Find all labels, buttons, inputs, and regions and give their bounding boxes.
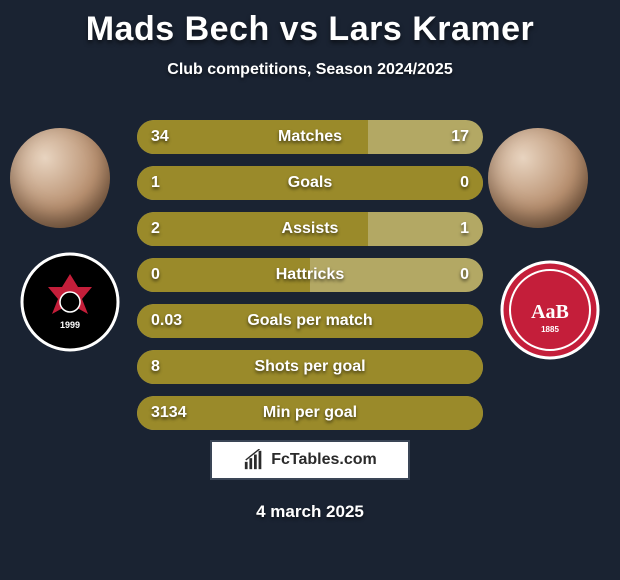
svg-text:AaB: AaB xyxy=(531,301,569,323)
club-left-badge: 1999 xyxy=(20,252,120,352)
stat-label: Min per goal xyxy=(137,396,483,430)
stat-value-left: 1 xyxy=(151,166,160,200)
subtitle: Club competitions, Season 2024/2025 xyxy=(0,61,620,79)
stat-value-right: 1 xyxy=(460,212,469,246)
stats-container: Matches3417Goals10Assists21Hattricks00Go… xyxy=(137,120,483,442)
stat-label: Goals per match xyxy=(137,304,483,338)
chart-icon xyxy=(243,449,265,471)
stat-row: Matches34 17 xyxy=(137,120,483,154)
stat-row: Min per goal3134 xyxy=(137,396,483,430)
watermark: FcTables.com xyxy=(210,440,410,480)
stat-row: Hattricks0 0 xyxy=(137,258,483,292)
stat-row: Shots per goal8 xyxy=(137,350,483,384)
stat-label: Shots per goal xyxy=(137,350,483,384)
stat-label: Goals xyxy=(137,166,483,200)
svg-text:1885: 1885 xyxy=(541,325,559,334)
club-right-badge: AaB 1885 xyxy=(500,260,600,360)
stat-value-left: 8 xyxy=(151,350,160,384)
svg-text:1999: 1999 xyxy=(60,320,80,330)
page-title: Mads Bech vs Lars Kramer xyxy=(0,0,620,49)
date-text: 4 march 2025 xyxy=(0,502,620,522)
stat-row: Goals per match0.03 xyxy=(137,304,483,338)
stat-value-left: 2 xyxy=(151,212,160,246)
watermark-text: FcTables.com xyxy=(271,451,377,469)
stat-value-left: 0 xyxy=(151,258,160,292)
stat-label: Assists xyxy=(137,212,483,246)
stat-value-left: 34 xyxy=(151,120,169,154)
player-right-avatar xyxy=(488,128,588,228)
stat-value-left: 3134 xyxy=(151,396,187,430)
player-left-avatar xyxy=(10,128,110,228)
stat-row: Assists2 1 xyxy=(137,212,483,246)
stat-label: Hattricks xyxy=(137,258,483,292)
stat-value-right: 17 xyxy=(451,120,469,154)
stat-value-left: 0.03 xyxy=(151,304,182,338)
stat-label: Matches xyxy=(137,120,483,154)
stat-row: Goals1 0 xyxy=(137,166,483,200)
stat-value-right: 0 xyxy=(460,258,469,292)
stat-value-right: 0 xyxy=(460,166,469,200)
